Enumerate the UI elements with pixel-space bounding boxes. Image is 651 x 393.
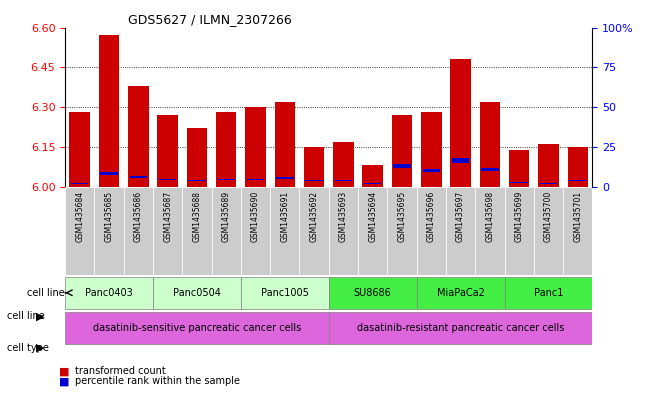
Bar [65, 277, 153, 309]
Bar [241, 277, 329, 309]
Bar [99, 35, 119, 187]
Text: GSM1435692: GSM1435692 [310, 191, 318, 242]
Bar [153, 277, 241, 309]
Text: Panc1005: Panc1005 [261, 288, 309, 298]
Bar [563, 187, 592, 275]
Text: GSM1435691: GSM1435691 [281, 191, 289, 242]
Text: Panc1: Panc1 [534, 288, 563, 298]
Bar [421, 112, 441, 187]
Bar [538, 144, 559, 187]
Text: dasatinib-sensitive pancreatic cancer cells: dasatinib-sensitive pancreatic cancer ce… [93, 323, 301, 333]
Bar [212, 187, 241, 275]
Bar [153, 187, 182, 275]
Bar [270, 187, 299, 275]
Bar [128, 86, 148, 187]
Bar [393, 164, 411, 169]
Bar [452, 158, 469, 163]
Text: Panc0403: Panc0403 [85, 288, 133, 298]
Bar [329, 187, 358, 275]
Text: GSM1435699: GSM1435699 [515, 191, 523, 242]
Bar [217, 179, 235, 180]
Bar [358, 187, 387, 275]
Bar [130, 176, 147, 178]
Bar [329, 312, 592, 344]
Bar [94, 187, 124, 275]
Text: GSM1435693: GSM1435693 [339, 191, 348, 242]
Bar [568, 147, 588, 187]
Text: GSM1435690: GSM1435690 [251, 191, 260, 242]
Bar [216, 112, 236, 187]
Bar [422, 169, 440, 172]
Text: SU8686: SU8686 [354, 288, 391, 298]
Bar [187, 128, 207, 187]
Text: GSM1435697: GSM1435697 [456, 191, 465, 242]
Text: GSM1435687: GSM1435687 [163, 191, 172, 242]
Bar [304, 147, 324, 187]
Bar [299, 187, 329, 275]
Bar [450, 59, 471, 187]
Bar [363, 165, 383, 187]
Bar [245, 107, 266, 187]
Bar [276, 177, 294, 179]
Bar [534, 187, 563, 275]
Text: ▶: ▶ [36, 343, 44, 353]
Text: MiaPaCa2: MiaPaCa2 [437, 288, 484, 298]
Text: GSM1435700: GSM1435700 [544, 191, 553, 242]
Bar [509, 149, 529, 187]
Text: GSM1435701: GSM1435701 [574, 191, 582, 242]
Text: dasatinib-resistant pancreatic cancer cells: dasatinib-resistant pancreatic cancer ce… [357, 323, 564, 333]
Text: GDS5627 / ILMN_2307266: GDS5627 / ILMN_2307266 [128, 13, 292, 26]
Text: percentile rank within the sample: percentile rank within the sample [75, 376, 240, 386]
Bar [480, 102, 500, 187]
Bar [70, 112, 90, 187]
Bar [275, 102, 295, 187]
Bar [159, 179, 176, 180]
Bar [417, 277, 505, 309]
Text: GSM1435686: GSM1435686 [134, 191, 143, 242]
Bar [333, 141, 353, 187]
Text: GSM1435694: GSM1435694 [368, 191, 377, 242]
Bar [241, 187, 270, 275]
Bar [505, 187, 534, 275]
Bar [569, 180, 587, 182]
Bar [446, 187, 475, 275]
Text: GSM1435688: GSM1435688 [193, 191, 201, 242]
Bar [65, 187, 94, 275]
Bar [158, 115, 178, 187]
Bar [305, 180, 323, 182]
Bar [182, 187, 212, 275]
Text: transformed count: transformed count [75, 366, 165, 376]
Bar [335, 180, 352, 182]
Text: GSM1435684: GSM1435684 [76, 191, 84, 242]
Text: GSM1435689: GSM1435689 [222, 191, 230, 242]
Bar [247, 179, 264, 180]
Bar [124, 187, 153, 275]
Bar [387, 187, 417, 275]
Bar [417, 187, 446, 275]
Text: Panc0504: Panc0504 [173, 288, 221, 298]
Text: cell line: cell line [27, 288, 65, 298]
Bar [505, 277, 592, 309]
Text: ▶: ▶ [36, 311, 44, 321]
Bar [481, 167, 499, 171]
Text: GSM1435685: GSM1435685 [105, 191, 113, 242]
Text: cell type: cell type [7, 343, 48, 353]
Bar [65, 312, 329, 344]
Bar [475, 187, 505, 275]
Bar [100, 173, 118, 175]
Text: ■: ■ [59, 376, 69, 386]
Bar [329, 277, 417, 309]
Bar [510, 182, 528, 183]
Text: cell line: cell line [7, 311, 44, 321]
Text: ■: ■ [59, 366, 69, 376]
Text: GSM1435695: GSM1435695 [398, 191, 406, 242]
Text: GSM1435696: GSM1435696 [427, 191, 436, 242]
Bar [392, 115, 412, 187]
Bar [188, 180, 206, 182]
Text: GSM1435698: GSM1435698 [486, 191, 494, 242]
